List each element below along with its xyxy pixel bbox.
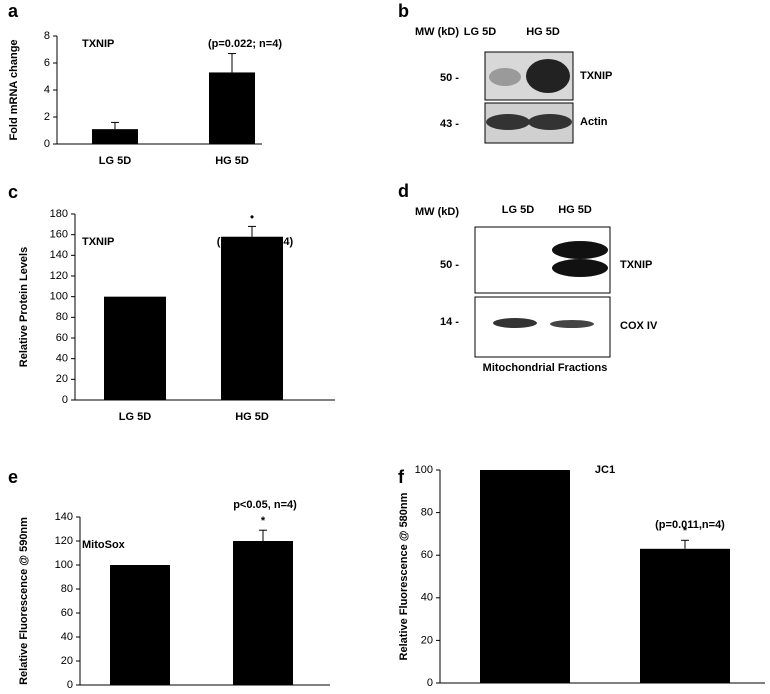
bar: [110, 565, 170, 685]
bar: [480, 470, 570, 683]
panel-label: a: [8, 1, 19, 21]
y-axis-label: Relative Protein Levels: [18, 247, 30, 367]
mw-label: 43 -: [440, 118, 459, 130]
bar: [92, 129, 138, 144]
y-tick-label: 60: [56, 332, 68, 344]
bar: [209, 72, 255, 144]
x-tick-label: LG 5D: [119, 411, 151, 423]
significance-marker: *: [683, 525, 688, 537]
blot-footer: Mitochondrial Fractions: [483, 362, 608, 374]
significance-marker: *: [261, 515, 266, 527]
y-tick-label: 80: [56, 311, 68, 323]
mw-label: 14 -: [440, 316, 459, 328]
annotation: p<0.05, n=4): [233, 499, 297, 511]
lane-label: HG 5D: [526, 26, 560, 38]
y-tick-label: 0: [67, 679, 73, 691]
y-tick-label: 180: [50, 208, 68, 220]
protein-label: TXNIP: [620, 259, 652, 271]
y-tick-label: 0: [427, 677, 433, 689]
band: [528, 114, 572, 130]
y-tick-label: 0: [44, 138, 50, 150]
y-tick-label: 160: [50, 229, 68, 241]
panel-label: f: [398, 467, 405, 487]
y-tick-label: 40: [421, 592, 433, 604]
y-tick-label: 100: [415, 464, 433, 476]
lane-label: LG 5D: [502, 204, 534, 216]
x-tick-label: LG 5D: [99, 155, 131, 167]
band: [489, 68, 521, 86]
band: [526, 59, 570, 93]
mw-label: 50 -: [440, 72, 459, 84]
band: [552, 241, 608, 259]
x-tick-label: HG 5D: [235, 411, 269, 423]
y-tick-label: 60: [61, 607, 73, 619]
y-tick-label: 6: [44, 57, 50, 69]
panel-label: b: [398, 1, 409, 21]
chart-title: MitoSox: [82, 539, 126, 551]
blot-header: MW (kD): [415, 206, 459, 218]
y-tick-label: 20: [56, 373, 68, 385]
annotation: (p=0.022; n=4): [208, 38, 282, 50]
lane-label: HG 5D: [558, 204, 592, 216]
band: [486, 114, 530, 130]
y-tick-label: 140: [55, 511, 73, 523]
panel-label: d: [398, 181, 409, 201]
blot-header: MW (kD): [415, 26, 459, 38]
y-tick-label: 100: [50, 291, 68, 303]
y-tick-label: 20: [421, 634, 433, 646]
y-tick-label: 8: [44, 30, 50, 42]
blot-box: [474, 296, 611, 358]
y-tick-label: 120: [50, 270, 68, 282]
y-tick-label: 2: [44, 111, 50, 123]
y-tick-label: 100: [55, 559, 73, 571]
y-axis-label: Relative Fluorescence @ 590nm: [18, 517, 30, 685]
y-tick-label: 20: [61, 655, 73, 667]
lane-label: LG 5D: [464, 26, 496, 38]
y-tick-label: 0: [62, 394, 68, 406]
chart-title: TXNIP: [82, 236, 114, 248]
band: [493, 318, 537, 328]
y-tick-label: 140: [50, 249, 68, 261]
bar: [104, 296, 166, 400]
y-tick-label: 80: [61, 583, 73, 595]
band: [552, 259, 608, 277]
x-tick-label: HG 5D: [215, 155, 249, 167]
y-tick-label: 120: [55, 535, 73, 547]
y-tick-label: 40: [61, 631, 73, 643]
y-tick-label: 60: [421, 549, 433, 561]
blot-d: d MW (kD) LG 5D HG 5D 50 - 14 - TXNIP CO…: [398, 181, 658, 374]
significance-marker: •: [250, 211, 254, 223]
mw-label: 50 -: [440, 259, 459, 271]
bar: [233, 541, 293, 685]
band: [550, 320, 594, 328]
protein-label: Actin: [580, 116, 608, 128]
y-axis-label: Relative Fluorescence @ 580nm: [398, 492, 410, 660]
protein-label: COX IV: [620, 320, 658, 332]
blot-b: b MW (kD) LG 5D HG 5D 50 - 43 - TXNIP Ac…: [398, 1, 612, 144]
panel-label: e: [8, 467, 18, 487]
bar: [640, 548, 730, 683]
chart-title: TXNIP: [82, 38, 114, 50]
y-tick-label: 4: [44, 84, 50, 96]
y-tick-label: 80: [421, 507, 433, 519]
annotation: (p=0.011,n=4): [655, 519, 725, 531]
y-axis-label: Fold mRNA change: [8, 39, 20, 140]
y-tick-label: 40: [56, 353, 68, 365]
chart-title: JC1: [595, 464, 615, 476]
panel-label: c: [8, 182, 18, 202]
bar: [221, 236, 283, 400]
protein-label: TXNIP: [580, 70, 612, 82]
